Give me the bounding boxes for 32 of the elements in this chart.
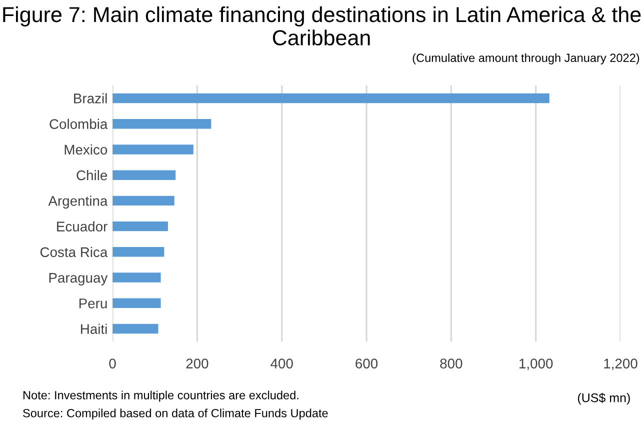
- y-tick-label: Costa Rica: [40, 246, 108, 258]
- bar: [112, 324, 158, 334]
- source-note: Source: Compiled based on data of Climate Funds Update: [23, 408, 328, 420]
- y-tick-label: Argentina: [48, 196, 108, 209]
- y-tick-label: Peru: [79, 298, 107, 308]
- x-tick-label: 200: [186, 358, 208, 368]
- bar: [112, 170, 176, 180]
- bar: [112, 118, 212, 129]
- x-tick-label: 400: [270, 358, 293, 368]
- x-tick-label: 0: [109, 358, 116, 368]
- bar: [112, 93, 550, 104]
- y-tick-label: Colombia: [50, 118, 108, 129]
- bar: [112, 221, 168, 232]
- text: Note: Investments in multiple countries are excluded.: [23, 390, 298, 402]
- chart-subtitle: (Cumulative amount through January 2022): [412, 53, 640, 64]
- y-tick-label: Brazil: [74, 93, 107, 104]
- bar: [112, 144, 194, 154]
- y-tick-label: Ecuador: [57, 221, 108, 232]
- y-tick-label: Chile: [76, 170, 108, 180]
- x-tick-label: 1,200: [604, 358, 638, 370]
- bar: [112, 196, 174, 206]
- x-tick-label: 800: [440, 358, 462, 368]
- y-tick-label: Mexico: [64, 144, 108, 155]
- chart-title: Figure 7: Main climate financing destinations in Latin America & the Caribbean: [3, 6, 641, 46]
- bar: [112, 247, 164, 257]
- x-tick-label: 1,000: [520, 358, 553, 370]
- y-tick-label: Paraguay: [49, 273, 108, 286]
- x-axis-title: (US$ mn): [578, 392, 630, 405]
- x-tick-label: 600: [356, 358, 378, 368]
- bar: [112, 298, 161, 308]
- bar: [112, 272, 161, 282]
- y-tick-label: Haiti: [81, 324, 107, 334]
